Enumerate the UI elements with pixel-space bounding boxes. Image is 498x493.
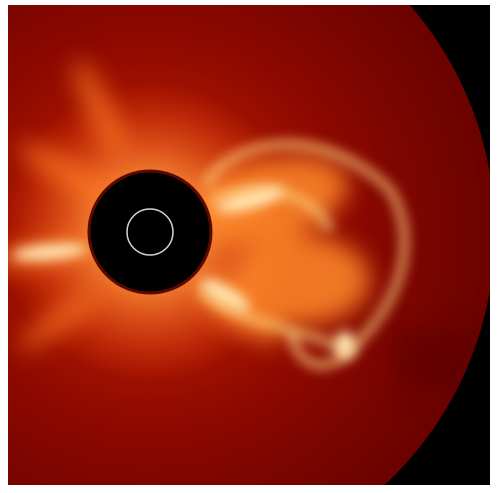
occulter-disk — [87, 169, 213, 295]
sun-outline — [126, 208, 174, 256]
